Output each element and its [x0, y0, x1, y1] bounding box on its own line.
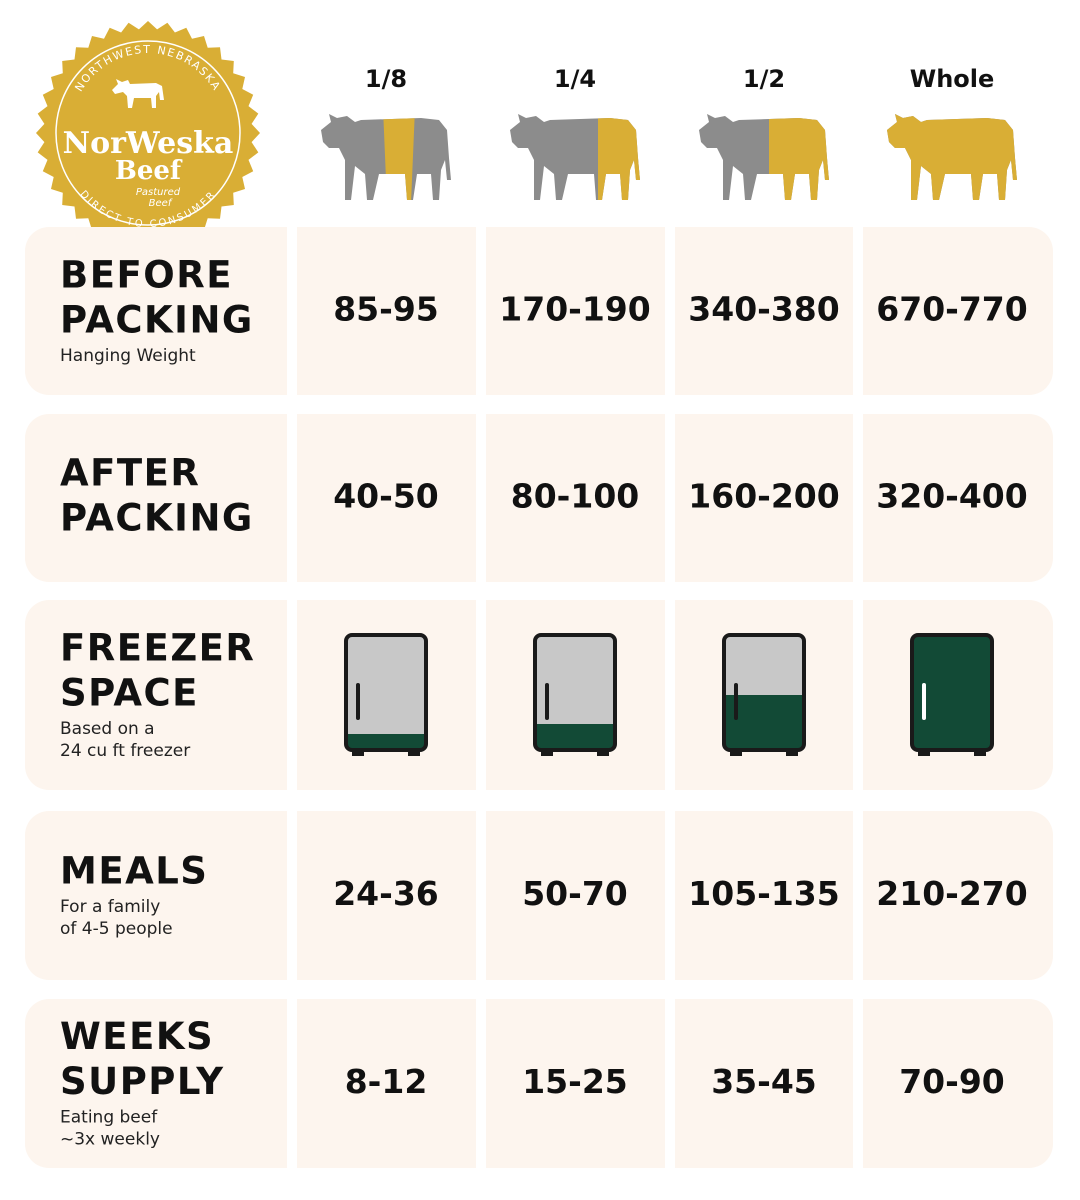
freezer-icon [344, 633, 428, 756]
logo-tagline: Pastured [136, 187, 181, 198]
cell-gap [665, 227, 675, 395]
cow-portion [887, 114, 1017, 200]
cell-gap [476, 999, 486, 1168]
cell-value: 340-380 [688, 290, 839, 329]
row-note: Hanging Weight [60, 346, 196, 366]
row-background [25, 414, 1053, 582]
cell-gap [287, 414, 297, 582]
cell-gap [476, 600, 486, 790]
cell-gap [853, 414, 863, 582]
cell-value: 15-25 [522, 1062, 628, 1101]
cow-icon [699, 114, 829, 200]
logo-name: NorWeska [63, 126, 234, 161]
row-background [25, 999, 1053, 1168]
cow-icon [887, 114, 1017, 200]
row-note: Eating beef [60, 1108, 158, 1128]
row-title: WEEKS [60, 1015, 214, 1058]
freezer-outline [533, 633, 617, 752]
cell-value: 50-70 [522, 874, 628, 913]
row-title: SUPPLY [60, 1060, 225, 1103]
cell-gap [287, 999, 297, 1168]
row-title: PACKING [60, 299, 254, 342]
cell-value: 35-45 [711, 1062, 817, 1101]
freezer-foot [974, 750, 986, 756]
logo-cow [112, 79, 164, 108]
cow-portion [769, 114, 829, 200]
cell-gap [665, 811, 675, 980]
logo-tagline: Beef [149, 198, 173, 209]
freezer-icon [910, 633, 994, 756]
cell-gap [287, 600, 297, 790]
cell-value: 210-270 [876, 874, 1027, 913]
column-header: Whole [910, 65, 995, 93]
freezer-filled [535, 724, 615, 750]
row-background [25, 227, 1053, 395]
freezer-foot [597, 750, 609, 756]
freezer-outline [722, 633, 806, 752]
cell-value: 8-12 [345, 1062, 428, 1101]
row-title: FREEZER [60, 627, 255, 670]
cell-gap [853, 999, 863, 1168]
cell-value: 670-770 [876, 290, 1027, 329]
row-title: PACKING [60, 497, 254, 540]
cell-gap [853, 811, 863, 980]
cell-gap [476, 227, 486, 395]
row-title: BEFORE [60, 254, 233, 297]
row-title: SPACE [60, 672, 199, 715]
freezer-foot [730, 750, 742, 756]
row-note: 24 cu ft freezer [60, 741, 190, 761]
cell-value: 85-95 [333, 290, 439, 329]
cell-gap [287, 227, 297, 395]
freezer-outline [910, 633, 994, 752]
freezer-foot [918, 750, 930, 756]
logo-ring [55, 40, 241, 226]
cell-gap [665, 999, 675, 1168]
cell-value: 24-36 [333, 874, 439, 913]
logo-name: Beef [115, 156, 183, 186]
cow-portion [383, 114, 415, 200]
cell-gap [287, 811, 297, 980]
freezer-empty [535, 635, 615, 750]
logo-seal [36, 21, 260, 245]
cow-icon [510, 114, 640, 200]
row-background [25, 811, 1053, 980]
freezer-foot [408, 750, 420, 756]
logo: NORTHWEST NEBRASKA DIRECT TO CONSUMER No… [36, 21, 260, 245]
row-note: For a family [60, 897, 160, 917]
freezer-foot [786, 750, 798, 756]
row-note: of 4-5 people [60, 919, 173, 939]
column-header: 1/4 [554, 65, 596, 93]
cell-gap [476, 414, 486, 582]
cell-value: 80-100 [511, 477, 640, 516]
cell-gap [665, 600, 675, 790]
freezer-foot [352, 750, 364, 756]
row-title: AFTER [60, 452, 200, 495]
row-note: ~3x weekly [60, 1130, 160, 1150]
column-header: 1/2 [743, 65, 785, 93]
freezer-icon [722, 633, 806, 756]
cell-value: 40-50 [333, 477, 439, 516]
cell-value: 320-400 [876, 477, 1027, 516]
cell-gap [853, 227, 863, 395]
cell-value: 160-200 [688, 477, 839, 516]
row-title: MEALS [60, 850, 208, 893]
freezer-foot [541, 750, 553, 756]
cell-value: 170-190 [499, 290, 650, 329]
cell-gap [476, 811, 486, 980]
cell-gap [665, 414, 675, 582]
freezer-outline [344, 633, 428, 752]
column-header: 1/8 [365, 65, 407, 93]
cow-portion [598, 114, 640, 200]
freezer-empty [346, 635, 426, 750]
cell-value: 105-135 [688, 874, 839, 913]
cell-gap [853, 600, 863, 790]
row-note: Based on a [60, 719, 155, 739]
freezer-filled [346, 734, 426, 750]
freezer-icon [533, 633, 617, 756]
cell-value: 70-90 [899, 1062, 1005, 1101]
cow-icon [321, 114, 451, 200]
